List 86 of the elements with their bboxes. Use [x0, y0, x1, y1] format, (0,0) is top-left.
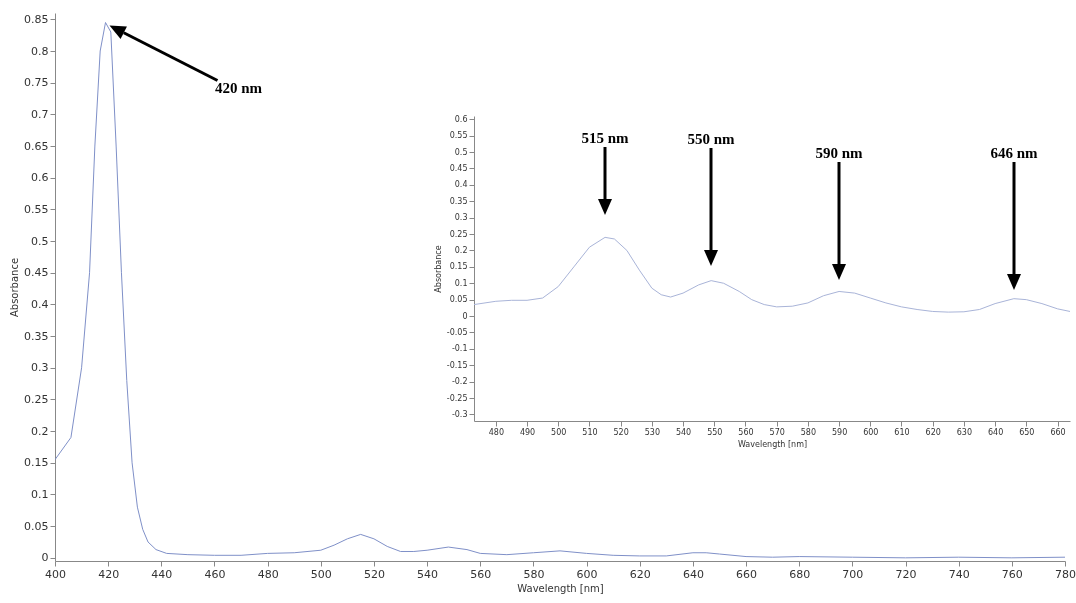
x-tick-label: 620: [629, 567, 651, 581]
y-tick-label: 0.4: [31, 297, 49, 311]
x-tick-label: 550: [707, 427, 723, 437]
y-tick-label: 0.1: [454, 278, 468, 288]
x-tick-label: 640: [682, 567, 704, 581]
x-tick-label: 540: [417, 567, 439, 581]
annotation: 420 nm: [214, 79, 263, 96]
y-tick-label: 0.1: [31, 487, 49, 501]
x-tick-label: 700: [842, 567, 864, 581]
y-tick-label: 0.85: [24, 12, 49, 26]
y-tick-label: 0.4: [454, 180, 468, 190]
y-tick-label: 0.7: [31, 107, 49, 121]
x-tick-label: 560: [738, 427, 754, 437]
x-tick-label: 440: [151, 567, 173, 581]
y-tick-label: 0.35: [24, 329, 49, 343]
y-tick-label: 0.45: [449, 163, 468, 173]
x-tick-label: 580: [800, 427, 817, 437]
y-tick-label: 0.2: [31, 424, 49, 438]
y-tick-label: 0.3: [454, 213, 468, 223]
x-tick-label: 530: [644, 427, 660, 437]
x-tick-label: 580: [523, 567, 545, 581]
x-tick-label: 540: [675, 427, 692, 437]
y-tick-label: 0.05: [449, 295, 468, 305]
y-axis-title: Absorbance: [9, 257, 21, 318]
y-tick-label: 0.05: [24, 519, 49, 533]
y-tick-label: -0.2: [451, 377, 468, 387]
y-tick-label: -0.05: [446, 327, 468, 337]
x-tick-label: 600: [576, 567, 598, 581]
annotation: 590 nm: [815, 145, 864, 161]
y-tick-label: 0.25: [24, 392, 49, 406]
y-tick-label: 0.2: [454, 245, 468, 255]
x-tick-label: 520: [613, 427, 629, 437]
x-tick-label: 650: [1019, 427, 1035, 437]
x-tick-label: 740: [948, 567, 970, 581]
y-tick-label: 0.55: [449, 131, 468, 141]
y-tick-label: 0.6: [31, 171, 49, 185]
x-tick-label: 570: [769, 427, 785, 437]
y-tick-label: 0: [462, 311, 468, 321]
x-axis-title: Wavelength [nm]: [737, 439, 808, 449]
x-tick-label: 400: [45, 567, 66, 581]
x-tick-label: 490: [519, 427, 536, 437]
x-tick-label: 480: [488, 427, 504, 437]
line-series: [474, 236, 1070, 313]
x-tick-label: 500: [310, 567, 332, 581]
y-tick-label: 0.65: [24, 139, 49, 153]
y-tick-label: 0.3: [31, 361, 49, 375]
x-tick-label: 660: [736, 567, 758, 581]
y-tick-label: 0.35: [449, 196, 468, 206]
x-tick-label: 620: [925, 427, 941, 437]
y-tick-label: 0.6: [454, 114, 468, 124]
x-tick-label: 560: [470, 567, 492, 581]
y-axis-title: Absorbance: [433, 245, 443, 293]
y-tick-label: -0.25: [446, 393, 468, 403]
y-tick-label: 0.45: [24, 266, 49, 280]
x-tick-label: 600: [863, 427, 879, 437]
x-tick-label: 780: [1055, 567, 1076, 581]
y-tick-label: 0.15: [24, 456, 49, 470]
y-tick-label: 0.8: [31, 44, 49, 58]
x-tick-label: 590: [831, 427, 848, 437]
x-tick-label: 630: [956, 427, 973, 437]
annotation: 515 nm: [581, 130, 630, 146]
x-tick-label: 520: [363, 567, 385, 581]
y-tick-label: 0.15: [449, 262, 468, 272]
annotation: 550 nm: [687, 131, 736, 147]
x-tick-label: 660: [1050, 427, 1066, 437]
x-tick-label: 510: [582, 427, 598, 437]
x-tick-label: 680: [789, 567, 811, 581]
x-axis-title: Wavelength [nm]: [517, 582, 604, 594]
y-tick-label: 0.55: [24, 202, 49, 216]
y-tick-label: 0.75: [24, 76, 49, 90]
x-tick-label: 760: [1001, 567, 1023, 581]
annotation: 646 nm: [990, 145, 1039, 161]
y-tick-label: 0.5: [31, 234, 49, 248]
x-tick-label: 460: [204, 567, 226, 581]
x-tick-label: 500: [551, 427, 567, 437]
x-tick-label: 610: [894, 427, 910, 437]
x-tick-label: 420: [98, 567, 120, 581]
y-tick-label: 0: [41, 551, 49, 565]
x-tick-label: 480: [257, 567, 279, 581]
y-tick-label: 0.25: [449, 229, 468, 239]
x-tick-label: 720: [895, 567, 917, 581]
x-tick-label: 640: [987, 427, 1004, 437]
y-tick-label: -0.3: [451, 409, 468, 419]
y-tick-label: 0.5: [454, 147, 468, 157]
y-tick-label: -0.15: [446, 360, 468, 370]
y-tick-label: -0.1: [451, 344, 468, 354]
